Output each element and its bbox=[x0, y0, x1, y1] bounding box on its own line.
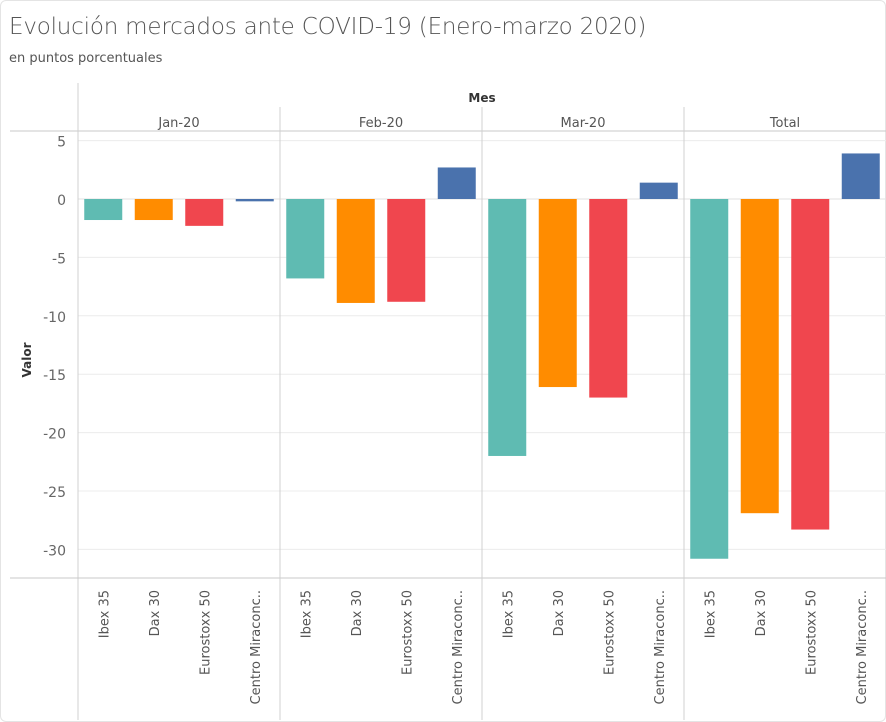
bar-dax-30-jan-20 bbox=[134, 199, 173, 221]
x-tick-label: Centro Miraconc.. bbox=[451, 590, 466, 704]
bar-dax-30-total bbox=[740, 199, 779, 514]
y-tick-label: -25 bbox=[43, 485, 66, 501]
x-tick-label: Centro Miraconc.. bbox=[653, 590, 668, 704]
bar-centro-miraconc--jan-20 bbox=[235, 199, 274, 202]
x-tick-label: Eurostoxx 50 bbox=[804, 590, 819, 675]
bar-dax-30-mar-20 bbox=[538, 199, 577, 388]
y-tick-label: -5 bbox=[52, 251, 66, 267]
x-tick-label: Dax 30 bbox=[754, 590, 769, 636]
y-tick-label: 0 bbox=[57, 193, 66, 209]
x-tick-label: Dax 30 bbox=[148, 590, 163, 636]
bar-ibex-35-total bbox=[690, 199, 729, 559]
y-tick-label: -10 bbox=[43, 310, 66, 326]
chart-title: Evolución mercados ante COVID-19 (Enero-… bbox=[9, 14, 647, 40]
bar-centro-miraconc--feb-20 bbox=[437, 167, 476, 199]
group-header-label: Jan-20 bbox=[157, 116, 199, 131]
bar-ibex-35-feb-20 bbox=[286, 199, 325, 279]
chart-subtitle: en puntos porcentuales bbox=[9, 51, 163, 66]
bar-eurostoxx-50-jan-20 bbox=[185, 199, 224, 226]
y-axis-label: Valor bbox=[20, 342, 34, 377]
bar-eurostoxx-50-mar-20 bbox=[589, 199, 628, 398]
y-tick-label: -30 bbox=[43, 543, 66, 559]
y-tick-label: -15 bbox=[43, 368, 66, 384]
x-tick-label: Eurostoxx 50 bbox=[198, 590, 213, 675]
x-tick-label: Dax 30 bbox=[552, 590, 567, 636]
x-tick-label: Eurostoxx 50 bbox=[602, 590, 617, 675]
column-header-label: Mes bbox=[468, 91, 495, 105]
bar-centro-miraconc--total bbox=[841, 153, 880, 199]
x-tick-label: Eurostoxx 50 bbox=[400, 590, 415, 675]
bar-ibex-35-mar-20 bbox=[488, 199, 527, 456]
bar-eurostoxx-50-feb-20 bbox=[387, 199, 426, 302]
x-tick-label: Ibex 35 bbox=[501, 590, 516, 638]
x-tick-label: Ibex 35 bbox=[703, 590, 718, 638]
bar-ibex-35-jan-20 bbox=[84, 199, 123, 221]
group-header-label: Total bbox=[769, 116, 800, 131]
group-header-label: Mar-20 bbox=[561, 116, 606, 131]
y-tick-label: -20 bbox=[43, 427, 66, 443]
x-tick-label: Ibex 35 bbox=[299, 590, 314, 638]
x-tick-label: Ibex 35 bbox=[97, 590, 112, 638]
group-header-label: Feb-20 bbox=[359, 116, 403, 131]
bar-dax-30-feb-20 bbox=[336, 199, 375, 303]
x-tick-label: Centro Miraconc.. bbox=[855, 590, 870, 704]
bar-centro-miraconc--mar-20 bbox=[639, 182, 678, 199]
bar-eurostoxx-50-total bbox=[791, 199, 830, 530]
y-tick-label: 5 bbox=[57, 135, 66, 151]
x-tick-label: Centro Miraconc.. bbox=[249, 590, 264, 704]
x-tick-label: Dax 30 bbox=[350, 590, 365, 636]
